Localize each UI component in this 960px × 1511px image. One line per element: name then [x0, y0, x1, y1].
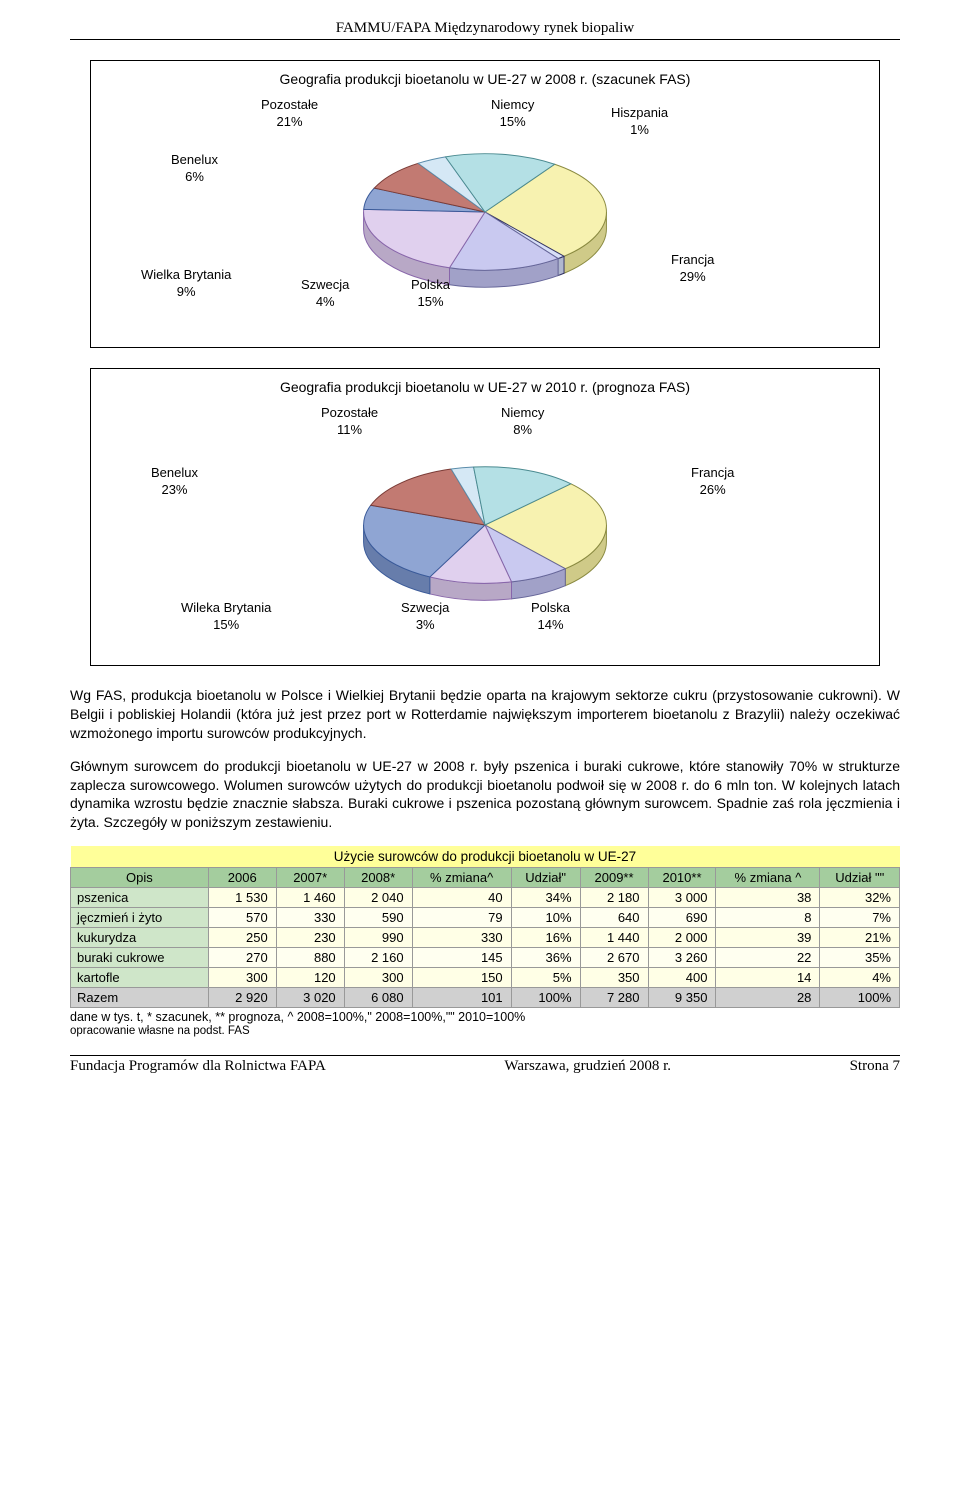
table-sum-row: Razem2 9203 0206 080101100%7 2809 350281…	[71, 988, 900, 1008]
table-note-1: dane w tys. t, * szacunek, ** prognoza, …	[70, 1010, 900, 1024]
label-szwecja-2: Szwecja 3%	[401, 600, 449, 634]
table-note-2: opracowanie własne na podst. FAS	[70, 1025, 900, 1037]
table-header-cell: Udział ""	[820, 868, 900, 888]
chart1-title: Geografia produkcji bioetanolu w UE-27 w…	[111, 71, 859, 87]
label-benelux-2: Benelux 23%	[151, 465, 198, 499]
table-row: jęczmień i żyto5703305907910%64069087%	[71, 908, 900, 928]
label-wb-2: Wileka Brytania 15%	[181, 600, 271, 634]
footer-right: Strona 7	[850, 1058, 900, 1075]
table-title: Użycie surowców do produkcji bioetanolu …	[71, 846, 900, 868]
feedstock-table: Użycie surowców do produkcji bioetanolu …	[70, 846, 900, 1037]
label-francja-2: Francja 26%	[691, 465, 734, 499]
table-header-cell: Udział"	[511, 868, 580, 888]
table-header-cell: 2010**	[648, 868, 716, 888]
chart-box-2008: Geografia produkcji bioetanolu w UE-27 w…	[90, 60, 880, 348]
label-niemcy-2: Niemcy 8%	[501, 405, 544, 439]
table-header-cell: % zmiana^	[412, 868, 511, 888]
label-polska-2: Polska 14%	[531, 600, 570, 634]
pie-chart-2010	[335, 440, 635, 610]
page-footer: Fundacja Programów dla Rolnictwa FAPA Wa…	[70, 1055, 900, 1075]
label-benelux-1: Benelux 6%	[171, 152, 218, 186]
label-hiszpania-1: Hiszpania 1%	[611, 105, 668, 139]
footer-left: Fundacja Programów dla Rolnictwa FAPA	[70, 1058, 326, 1075]
pie-chart-2008	[335, 127, 635, 297]
label-francja-1: Francja 29%	[671, 252, 714, 286]
footer-center: Warszawa, grudzień 2008 r.	[504, 1058, 671, 1075]
table-row: buraki cukrowe2708802 16014536%2 6703 26…	[71, 948, 900, 968]
table-row: pszenica1 5301 4602 0404034%2 1803 00038…	[71, 888, 900, 908]
paragraph-1: Wg FAS, produkcja bioetanolu w Polsce i …	[70, 686, 900, 743]
table-header-cell: % zmiana ^	[716, 868, 820, 888]
chart-box-2010: Geografia produkcji bioetanolu w UE-27 w…	[90, 368, 880, 666]
table-row: kartofle3001203001505%350400144%	[71, 968, 900, 988]
label-wb-1: Wielka Brytania 9%	[141, 267, 231, 301]
chart2-title: Geografia produkcji bioetanolu w UE-27 w…	[111, 379, 859, 395]
table-header-cell: 2007*	[276, 868, 344, 888]
label-polska-1: Polska 15%	[411, 277, 450, 311]
table-header-cell: Opis	[71, 868, 209, 888]
table-row: kukurydza25023099033016%1 4402 0003921%	[71, 928, 900, 948]
table-header-cell: 2006	[208, 868, 276, 888]
table-header-cell: 2009**	[580, 868, 648, 888]
label-pozostale-1: Pozostałe 21%	[261, 97, 318, 131]
page-header: FAMMU/FAPA Międzynarodowy rynek biopaliw	[70, 20, 900, 40]
table-header-cell: 2008*	[344, 868, 412, 888]
label-pozostale-2: Pozostałe 11%	[321, 405, 378, 439]
label-niemcy-1: Niemcy 15%	[491, 97, 534, 131]
paragraph-2: Głównym surowcem do produkcji bioetanolu…	[70, 757, 900, 833]
label-szwecja-1: Szwecja 4%	[301, 277, 349, 311]
